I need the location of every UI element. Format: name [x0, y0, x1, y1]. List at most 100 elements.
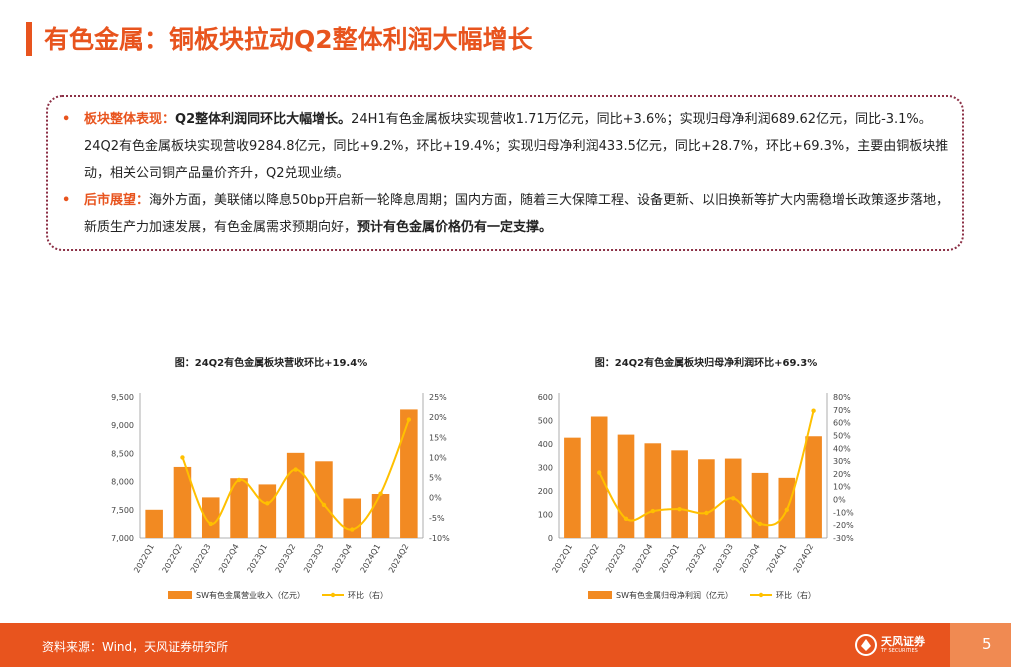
legend-swatch-bar	[168, 591, 192, 599]
x-tick-label: 2024Q1	[359, 543, 383, 575]
y2-tick-label: 60%	[833, 419, 851, 428]
line-point	[208, 521, 213, 527]
bullet-paragraph: • 板块整体表现：Q2整体利润同环比大幅增长。24H1有色金属板块实现营收1.7…	[62, 106, 952, 187]
chart-title: 图：24Q2有色金属板块归母净利润环比+69.3%	[595, 356, 817, 369]
y2-tick-label: 40%	[833, 444, 851, 453]
y2-tick-label: 5%	[429, 474, 442, 483]
x-tick-label: 2023Q1	[658, 543, 682, 575]
logo-subtitle: TF SECURITIES	[881, 648, 918, 654]
line-point	[784, 507, 789, 512]
y-tick-label: 100	[538, 511, 553, 520]
bullet-text: 海外方面，美联储以降息50bp开启新一轮降息周期；国内方面，随着三大保障工程、设…	[84, 193, 950, 235]
bar	[698, 459, 715, 538]
line-point	[704, 510, 709, 516]
page-number-box	[950, 623, 1011, 667]
x-tick-label: 2024Q2	[387, 543, 411, 575]
line-point	[180, 455, 185, 460]
y2-tick-label: -10%	[833, 508, 854, 517]
bar	[230, 478, 248, 538]
company-logo: 天风证券 TF SECURITIES	[855, 632, 945, 660]
y2-tick-label: -10%	[429, 534, 450, 543]
y-tick-label: 0	[548, 534, 553, 543]
x-tick-label: 2023Q2	[274, 543, 298, 575]
chart-title: 图：24Q2有色金属板块营收环比+19.4%	[175, 356, 367, 369]
bullet-tail: 预计有色金属价格仍有一定支撑。	[357, 220, 553, 235]
bullet-icon: •	[62, 193, 71, 208]
legend-label-line: 环比（右）	[776, 590, 816, 600]
line-point	[265, 501, 270, 506]
x-tick-label: 2023Q1	[245, 543, 269, 575]
y2-tick-label: -5%	[429, 514, 445, 523]
y-tick-label: 7,500	[111, 506, 134, 515]
x-tick-label: 2023Q4	[738, 543, 762, 575]
title-accent-bar	[26, 22, 32, 56]
bar	[590, 416, 608, 538]
x-tick-label: 2022Q3	[189, 543, 213, 575]
legend-label-bar: SW有色金属营业收入（亿元）	[196, 590, 305, 600]
bar	[173, 466, 192, 538]
y-tick-label: 500	[538, 417, 553, 426]
y2-tick-label: 70%	[833, 406, 851, 415]
logo-icon	[855, 634, 877, 656]
bullet-label: 后市展望：	[84, 193, 150, 208]
x-tick-label: 2024Q2	[792, 543, 816, 575]
line-point	[757, 521, 763, 527]
line-point	[650, 508, 655, 514]
y-tick-label: 8,000	[111, 478, 134, 487]
y2-tick-label: 15%	[429, 433, 447, 442]
revenue-chart: 图：24Q2有色金属板块营收环比+19.4% 7,000 7,500 8,000 8,5…	[111, 356, 450, 600]
y2-tick-label: 30%	[833, 457, 851, 466]
line-point	[378, 491, 383, 496]
bar	[644, 443, 662, 538]
x-tick-label: 2023Q3	[302, 543, 326, 575]
bar	[286, 452, 305, 538]
y-tick-label: 200	[538, 487, 553, 496]
legend-label-line: 环比（右）	[348, 590, 388, 600]
x-tick-label: 2023Q2	[684, 543, 708, 575]
bar	[805, 436, 822, 538]
page-title: 有色金属：铜板块拉动Q2整体利润大幅增长	[44, 25, 533, 54]
bar	[343, 498, 362, 538]
y-tick-label: 400	[538, 440, 553, 449]
bar	[371, 494, 390, 538]
bullet-icon: •	[62, 112, 71, 127]
line-point	[293, 467, 298, 472]
bar	[258, 484, 277, 538]
y2-tick-label: -30%	[833, 534, 854, 543]
y2-tick-label: 0%	[429, 494, 442, 503]
x-tick-label: 2022Q1	[550, 543, 574, 575]
y-tick-label: 8,500	[111, 449, 134, 458]
x-tick-label: 2022Q2	[577, 543, 601, 575]
logo-name: 天风证券	[881, 635, 925, 648]
bullet-paragraph: • 后市展望：海外方面，美联储以降息50bp开启新一轮降息周期；国内方面，随着三…	[62, 187, 952, 241]
legend-swatch-bar	[588, 591, 612, 599]
y-tick-label: 300	[538, 464, 553, 473]
y2-tick-label: 20%	[833, 470, 851, 479]
y2-tick-label: 25%	[429, 393, 447, 402]
y2-tick-label: -20%	[833, 521, 854, 530]
line-point	[321, 502, 327, 508]
x-tick-label: 2022Q1	[132, 543, 156, 575]
summary-box	[46, 95, 964, 251]
legend-label-bar: SW有色金属归母净利润（亿元）	[616, 590, 733, 600]
bar	[617, 434, 635, 538]
x-tick-label: 2022Q4	[631, 543, 655, 575]
line-point	[350, 527, 355, 532]
line-point	[811, 408, 816, 413]
y-tick-label: 600	[538, 393, 553, 402]
y2-tick-label: 0%	[833, 496, 846, 505]
net-profit-chart: 图：24Q2有色金属板块归母净利润环比+69.3% 0 100 200 300 400 50…	[538, 356, 854, 600]
x-tick-label: 2023Q3	[711, 543, 735, 575]
summary-text: • 板块整体表现：Q2整体利润同环比大幅增长。24H1有色金属板块实现营收1.7…	[62, 106, 952, 241]
bar	[400, 409, 418, 538]
bar	[751, 472, 769, 538]
y2-tick-label: 50%	[833, 431, 851, 440]
y2-tick-label: 10%	[429, 453, 447, 462]
x-tick-label: 2022Q4	[217, 543, 241, 575]
bar	[201, 497, 220, 538]
x-tick-label: 2022Q3	[604, 543, 628, 575]
bullet-text: 24H1有色金属板块实现营收1.71万亿元，同比+3.6%；实现归母净利润689…	[84, 112, 949, 181]
y-tick-label: 9,500	[111, 393, 134, 402]
legend-swatch-point	[758, 592, 764, 598]
footer: 资料来源：Wind，天风证券研究所 天风证券 TF SECURITIES 5	[0, 623, 1011, 667]
